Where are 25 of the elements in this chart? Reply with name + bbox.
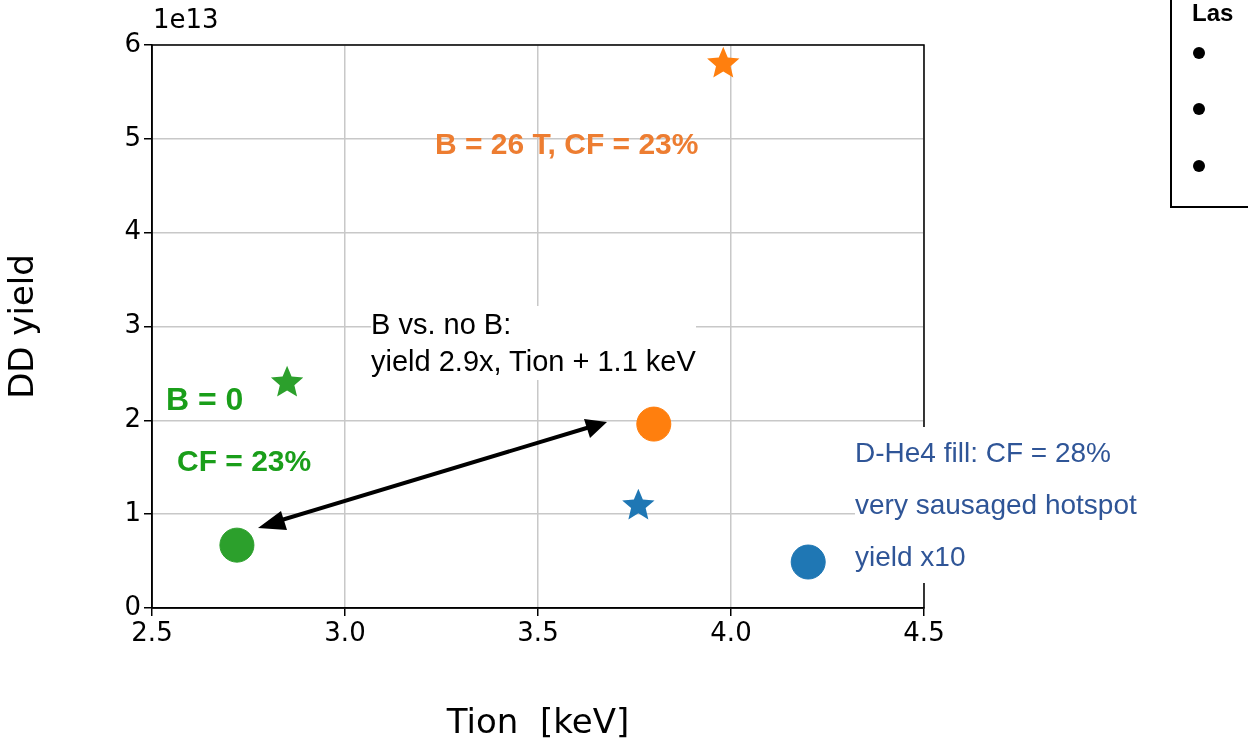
annotation: B = 26 T, CF = 23% <box>435 126 699 162</box>
point <box>707 46 740 78</box>
point <box>622 488 655 520</box>
text: 1e13 <box>153 4 219 34</box>
point <box>636 406 672 442</box>
y-tick-label: 5 <box>124 121 141 152</box>
y-tick-label: 6 <box>124 27 141 58</box>
point <box>219 527 255 563</box>
text: Las <box>1192 0 1234 26</box>
x-axis-title: Tion [keV] <box>445 701 630 742</box>
y-tick-label: 2 <box>124 403 141 434</box>
y-tick-label: 1 <box>124 496 141 527</box>
annotation: CF = 23% <box>177 443 312 479</box>
y-tick-label: 4 <box>124 215 141 246</box>
x-tick-label: 3.0 <box>324 617 366 648</box>
annotation: D-He4 fill: CF = 28% very sausaged hotspot yield x10 <box>855 427 1137 583</box>
y-tick-label: 3 <box>124 309 141 340</box>
x-tick-label: 4.0 <box>710 617 752 648</box>
y-axis-title: DD yield <box>1 254 42 399</box>
x-tick-label: 4.5 <box>903 617 945 648</box>
x-tick-label: 3.5 <box>517 617 559 648</box>
point <box>270 365 304 397</box>
annotation: B = 0 <box>166 381 244 417</box>
annotation: B vs. no B: yield 2.9x, Tion + 1.1 keV <box>371 306 696 380</box>
point <box>790 544 826 580</box>
